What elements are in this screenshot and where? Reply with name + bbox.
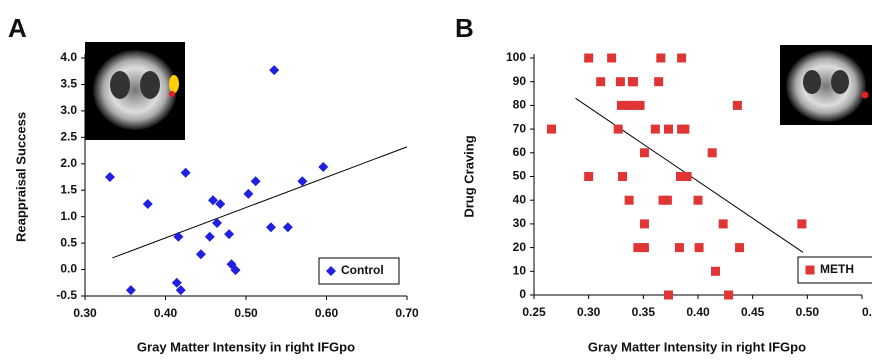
y-tick-label: 0.0 bbox=[60, 262, 77, 276]
y-tick-label: 3.0 bbox=[60, 103, 77, 117]
point bbox=[654, 77, 663, 86]
point bbox=[695, 243, 704, 252]
x-tick-label: 0.40 bbox=[686, 305, 710, 319]
point bbox=[724, 291, 733, 300]
point bbox=[735, 243, 744, 252]
x-tick-label: 0.50 bbox=[234, 306, 258, 320]
point bbox=[640, 148, 649, 157]
y-axis-label: Drug Craving bbox=[461, 135, 476, 217]
point bbox=[607, 54, 616, 63]
point bbox=[269, 65, 279, 75]
point bbox=[675, 243, 684, 252]
point bbox=[173, 232, 183, 242]
y-tick-label: 30 bbox=[513, 216, 527, 230]
point bbox=[616, 77, 625, 86]
y-tick-label: 60 bbox=[513, 145, 527, 159]
point bbox=[243, 189, 253, 199]
point bbox=[547, 125, 556, 134]
x-tick-label: 0.30 bbox=[73, 306, 97, 320]
point bbox=[596, 77, 605, 86]
figure: B Drug Craving Gray Matter Intensity in ri… bbox=[0, 0, 872, 360]
x-tick-label: 0.55 bbox=[862, 305, 872, 319]
point bbox=[708, 148, 717, 157]
point bbox=[797, 219, 806, 228]
y-tick-label: 2.0 bbox=[60, 156, 77, 170]
point bbox=[618, 172, 627, 181]
y-tick-label: 80 bbox=[513, 98, 527, 112]
panel-label: B bbox=[455, 13, 474, 43]
x-tick-label: 0.50 bbox=[796, 305, 820, 319]
x-tick-label: 0.60 bbox=[315, 306, 339, 320]
y-tick-label: 20 bbox=[513, 240, 527, 254]
y-tick-label: 4.0 bbox=[60, 50, 77, 64]
brain-image-b bbox=[780, 45, 872, 125]
x-axis-label: Gray Matter Intensity in right IFGpo bbox=[588, 339, 806, 354]
trend-line bbox=[112, 147, 407, 258]
point bbox=[283, 222, 293, 232]
point bbox=[656, 54, 665, 63]
x-axis-label: Gray Matter Intensity in right IFGpo bbox=[137, 339, 355, 354]
point bbox=[205, 232, 215, 242]
point bbox=[196, 249, 206, 259]
point bbox=[584, 172, 593, 181]
brain-image-a bbox=[85, 42, 185, 140]
point bbox=[584, 54, 593, 63]
point bbox=[614, 125, 623, 134]
y-tick-label: 3.5 bbox=[60, 77, 77, 91]
y-tick-label: 1.5 bbox=[60, 182, 77, 196]
point bbox=[224, 229, 234, 239]
x-tick-label: 0.25 bbox=[522, 305, 546, 319]
y-tick-label: 90 bbox=[513, 74, 527, 88]
y-tick-label: -0.5 bbox=[56, 288, 77, 302]
y-tick-label: 40 bbox=[513, 192, 527, 206]
x-tick-label: 0.35 bbox=[632, 305, 656, 319]
point bbox=[680, 125, 689, 134]
panel-label: A bbox=[8, 13, 27, 43]
point bbox=[651, 125, 660, 134]
point bbox=[636, 101, 645, 110]
panel: A Reappraisal Success Gray Matter Intensit… bbox=[8, 13, 419, 355]
point bbox=[640, 219, 649, 228]
y-tick-label: 50 bbox=[513, 169, 527, 183]
point bbox=[664, 291, 673, 300]
point bbox=[640, 243, 649, 252]
point bbox=[694, 196, 703, 205]
x-tick-label: 0.45 bbox=[741, 305, 765, 319]
point bbox=[251, 176, 261, 186]
point bbox=[266, 222, 276, 232]
point bbox=[629, 77, 638, 86]
point bbox=[683, 172, 692, 181]
point bbox=[733, 101, 742, 110]
y-tick-label: 1.0 bbox=[60, 209, 77, 223]
y-axis-label: Reappraisal Success bbox=[13, 112, 28, 242]
point bbox=[318, 162, 328, 172]
point bbox=[677, 54, 686, 63]
y-tick-label: 0 bbox=[519, 287, 526, 301]
legend-label: Control bbox=[341, 263, 384, 277]
x-tick-label: 0.70 bbox=[395, 306, 419, 320]
x-tick-label: 0.40 bbox=[154, 306, 178, 320]
point bbox=[711, 267, 720, 276]
x-tick-label: 0.30 bbox=[577, 305, 601, 319]
y-tick-label: 0.5 bbox=[60, 235, 77, 249]
point bbox=[663, 196, 672, 205]
legend-marker bbox=[806, 266, 815, 275]
point bbox=[181, 168, 191, 178]
y-tick-label: 70 bbox=[513, 121, 527, 135]
point bbox=[625, 196, 634, 205]
y-tick-label: 100 bbox=[506, 50, 526, 64]
point bbox=[126, 285, 136, 295]
point bbox=[105, 172, 115, 182]
point bbox=[664, 125, 673, 134]
y-tick-label: 2.5 bbox=[60, 130, 77, 144]
legend-label: METH bbox=[820, 262, 854, 276]
point bbox=[143, 199, 153, 209]
point bbox=[719, 219, 728, 228]
y-tick-label: 10 bbox=[513, 263, 527, 277]
